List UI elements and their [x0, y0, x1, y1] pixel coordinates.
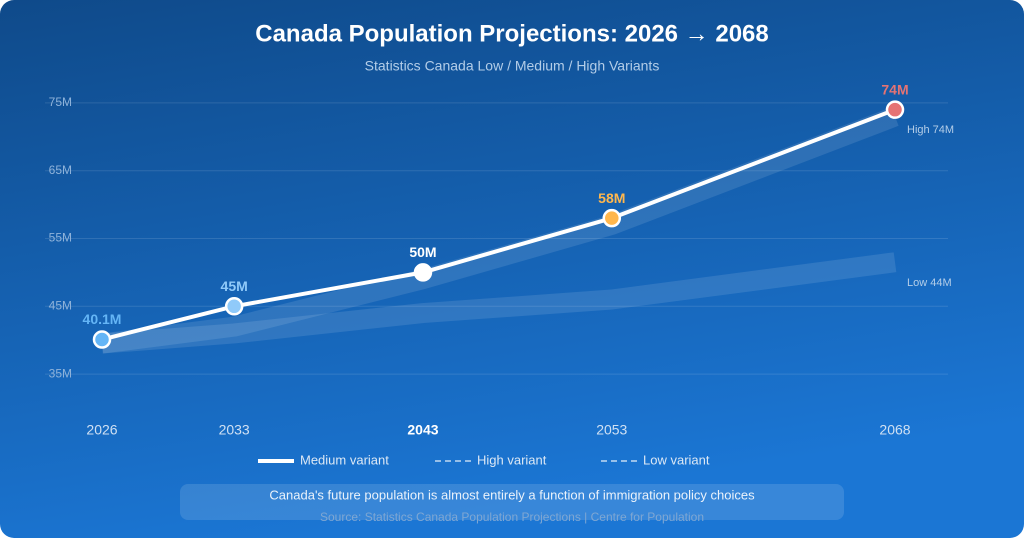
data-label: 58M: [598, 190, 625, 206]
point: [602, 208, 622, 228]
y-tick-label: 65M: [49, 163, 72, 177]
y-tick-label: 75M: [49, 95, 72, 109]
point: [885, 100, 905, 119]
end-annotation: Low 44M: [907, 277, 952, 289]
x-tick-label: 2053: [596, 422, 627, 438]
x-tick-label: 2043: [407, 422, 438, 438]
x-tick-label: 2033: [219, 422, 250, 438]
data-label: 74M: [881, 81, 908, 97]
variant-band: [101, 252, 897, 354]
legend-label: High variant: [477, 452, 547, 467]
point: [224, 297, 244, 316]
source: Source: Statistics Canada Population Pro…: [320, 510, 704, 524]
chart-title: Canada Population Projections: 2026 → 20…: [255, 20, 769, 47]
chart-subtitle: Statistics Canada Low / Medium / High Va…: [365, 58, 660, 74]
y-tick-label: 35M: [49, 366, 72, 380]
legend-label: Medium variant: [300, 452, 389, 467]
x-tick-label: 2068: [879, 422, 910, 438]
note: Canada's future population is almost ent…: [269, 487, 755, 502]
data-label: 50M: [409, 244, 436, 260]
x-tick-label: 2026: [86, 422, 117, 438]
point: [413, 263, 433, 282]
data-label: 40.1M: [83, 311, 122, 327]
y-tick-label: 55M: [49, 231, 72, 245]
note-box: [180, 484, 844, 520]
y-tick-label: 45M: [49, 298, 72, 312]
legend-label: Low variant: [643, 452, 710, 467]
data-label: 45M: [221, 278, 248, 294]
point: [92, 330, 112, 349]
end-annotation: High 74M: [907, 124, 954, 136]
